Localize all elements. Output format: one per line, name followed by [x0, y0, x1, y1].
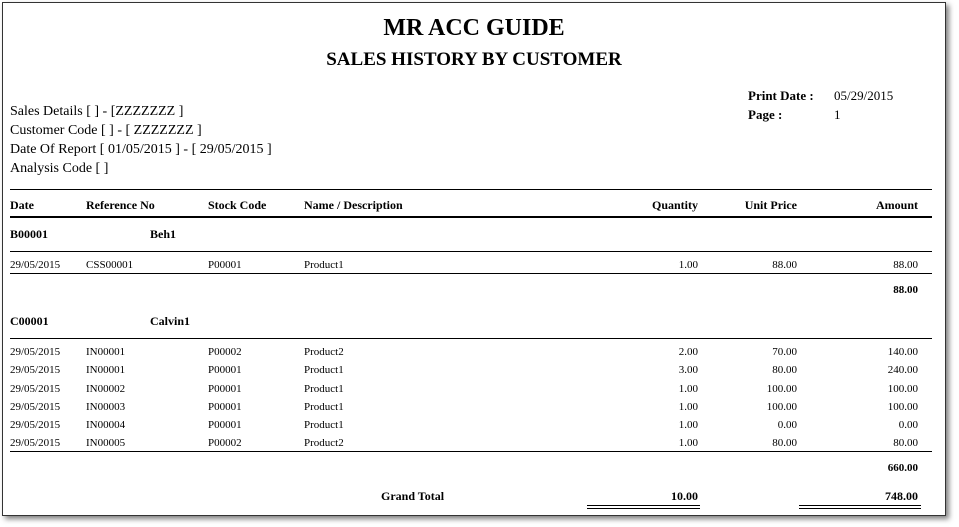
table-cell: IN00002: [86, 382, 126, 395]
page-number: 1: [834, 107, 841, 122]
table-cell: 100.00: [766, 382, 797, 395]
report-page: MR ACC GUIDE SALES HISTORY BY CUSTOMER P…: [2, 2, 946, 516]
column-header: Stock Code: [208, 198, 267, 212]
table-cell: 80.00: [893, 437, 918, 450]
table-cell: IN00004: [86, 419, 126, 431]
table-cell: 29/05/2015: [10, 259, 61, 271]
table-cell: 1.00: [678, 259, 698, 271]
grand-total-quantity: 10.00: [671, 489, 698, 503]
customer-subtotal: 660.00: [887, 462, 918, 475]
customer-code: C00001: [10, 314, 49, 329]
table-cell: IN00001: [86, 364, 126, 377]
table-cell: P00001: [208, 419, 242, 431]
divider: [10, 216, 932, 218]
company-name: MR ACC GUIDE: [383, 15, 565, 41]
table-cell: Product2: [304, 346, 344, 359]
table-cell: 1.00: [678, 382, 698, 395]
criteria-date: Date Of Report [ 01/05/2015 ] - [ 29/05/…: [10, 142, 272, 157]
table-cell: P00001: [208, 382, 242, 395]
table-cell: Product1: [304, 382, 344, 395]
table-cell: 100.00: [766, 400, 797, 413]
table-cell: 29/05/2015: [10, 400, 61, 413]
table-cell: Product1: [304, 400, 344, 413]
table-cell: 100.00: [887, 400, 918, 413]
page-label: Page :: [748, 107, 783, 122]
criteria-analysis-code: Analysis Code [ ]: [10, 161, 109, 176]
table-cell: P00002: [208, 346, 242, 359]
table-cell: 29/05/2015: [10, 346, 61, 359]
table-cell: 1.00: [678, 400, 698, 413]
column-header: Name / Description: [304, 198, 403, 212]
table-cell: IN00005: [86, 437, 126, 450]
table-cell: 88.00: [893, 259, 918, 271]
table-cell: 240.00: [887, 364, 918, 377]
table-cell: IN00003: [86, 400, 126, 413]
table-cell: 2.00: [678, 346, 698, 359]
report-title: SALES HISTORY BY CUSTOMER: [326, 49, 622, 70]
table-cell: 0.00: [898, 419, 918, 431]
column-header: Quantity: [651, 198, 698, 212]
table-cell: 140.00: [887, 346, 918, 359]
double-underline: [587, 505, 700, 509]
table-cell: P00001: [208, 364, 242, 377]
table-cell: 100.00: [887, 382, 918, 395]
table-cell: 88.00: [772, 259, 797, 271]
table-cell: 1.00: [678, 437, 698, 450]
divider: [10, 189, 932, 190]
table-cell: Product2: [304, 437, 344, 450]
print-date: 05/29/2015: [834, 88, 894, 103]
print-date-label: Print Date :: [748, 88, 814, 103]
table-cell: 29/05/2015: [10, 382, 61, 395]
criteria-sales-details: Sales Details [ ] - [ZZZZZZZ ]: [10, 104, 184, 119]
table-cell: P00001: [208, 400, 242, 413]
table-cell: P00002: [208, 437, 242, 450]
customer-name: Calvin1: [150, 314, 191, 329]
table-cell: 29/05/2015: [10, 364, 61, 377]
double-underline: [799, 505, 921, 509]
table-cell: 0.00: [777, 419, 797, 431]
table-cell: CSS00001: [86, 259, 134, 271]
table-cell: Product1: [304, 259, 344, 271]
divider: [10, 273, 932, 275]
criteria-customer-code: Customer Code [ ] - [ ZZZZZZZ ]: [10, 123, 202, 138]
column-header: Date: [10, 198, 34, 212]
column-header: Reference No: [86, 198, 155, 212]
grand-total-label: Grand Total: [381, 489, 445, 503]
table-cell: 80.00: [772, 364, 797, 377]
table-cell: Product1: [304, 364, 344, 377]
grand-total-amount: 748.00: [885, 489, 918, 503]
divider: [10, 251, 932, 252]
table-cell: IN00001: [86, 346, 126, 359]
table-cell: 1.00: [678, 419, 698, 431]
table-cell: 80.00: [772, 437, 797, 450]
table-cell: 70.00: [772, 346, 797, 359]
customer-name: Beh1: [150, 227, 177, 241]
table-cell: 3.00: [678, 364, 698, 377]
table-cell: P00001: [208, 259, 242, 271]
divider: [10, 451, 932, 453]
customer-code: B00001: [10, 227, 49, 241]
column-header: Unit Price: [744, 198, 797, 212]
table-cell: Product1: [304, 419, 344, 431]
customer-subtotal: 88.00: [893, 284, 918, 297]
column-header: Amount: [875, 198, 918, 212]
divider: [10, 338, 932, 340]
table-cell: 29/05/2015: [10, 437, 61, 450]
table-cell: 29/05/2015: [10, 419, 61, 431]
